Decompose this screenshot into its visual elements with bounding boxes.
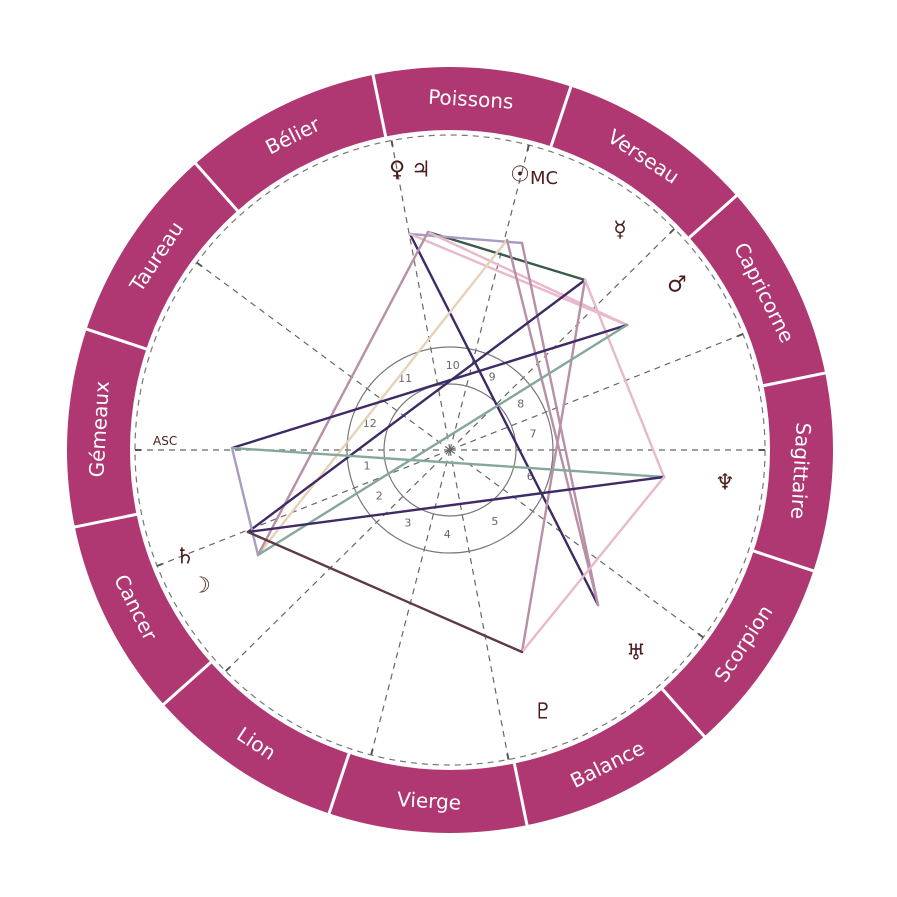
- house-cusp-8: [449, 333, 744, 451]
- cusp-tick: [225, 666, 231, 672]
- sign-divider: [85, 327, 148, 351]
- house-cusp-9: [449, 228, 675, 451]
- venus-icon: ♀: [389, 158, 405, 183]
- house-cusp-12: [196, 262, 451, 451]
- planet-glyphs: ♀ ♃ ☉ ☿ ♂ ♆ ♅ ♇ ♄ ☽: [175, 158, 735, 725]
- aspect-line: [408, 232, 524, 245]
- sign-label-gémeaux: Gémeaux: [84, 380, 114, 478]
- house-number-5: 5: [491, 515, 498, 528]
- sign-divider: [762, 371, 827, 388]
- sign-divider: [327, 752, 351, 815]
- aspect-line: [256, 323, 629, 557]
- aspect-line: [246, 475, 666, 534]
- house-number-8: 8: [517, 397, 524, 410]
- angle-labels: ASC MC: [153, 168, 558, 448]
- aspect-line: [230, 446, 260, 557]
- cusp-tick: [736, 333, 744, 338]
- asc-label: ASC: [153, 434, 177, 448]
- house-number-12: 12: [363, 417, 377, 430]
- aspect-line: [426, 230, 629, 327]
- cusp-tick: [370, 748, 374, 756]
- aspect-line: [256, 230, 430, 557]
- house-number-1: 1: [363, 459, 370, 472]
- house-number-2: 2: [376, 490, 383, 503]
- aspect-line: [426, 230, 587, 282]
- sign-divider: [752, 549, 815, 573]
- mc-label: MC: [530, 168, 558, 189]
- pluto-icon: ♇: [533, 700, 553, 725]
- mercury-icon: ☿: [613, 218, 627, 243]
- house-cusp-11: [390, 140, 451, 451]
- house-cusp-6: [449, 449, 704, 638]
- aspect-line: [583, 278, 666, 479]
- sign-divider: [512, 762, 529, 827]
- sign-label-sagittaire: Sagittaire: [786, 422, 816, 520]
- aspect-lines: [230, 230, 666, 654]
- house-cusp-5: [449, 449, 510, 760]
- jupiter-icon: ♃: [411, 158, 431, 183]
- house-number-10: 10: [446, 359, 460, 372]
- aspect-line: [408, 232, 629, 327]
- sign-divider: [73, 512, 138, 529]
- aspect-line: [505, 238, 600, 607]
- aspect-line: [256, 238, 509, 557]
- saturn-icon: ♄: [175, 545, 195, 570]
- house-number-6: 6: [527, 470, 534, 483]
- house-number-9: 9: [489, 370, 496, 383]
- house-cusp-10: [449, 144, 530, 451]
- moon-icon: ☽: [191, 574, 211, 599]
- cusp-tick: [156, 562, 164, 567]
- cusp-tick: [196, 261, 203, 268]
- sign-label-vierge: Vierge: [397, 787, 462, 815]
- sign-divider: [687, 193, 739, 240]
- aspect-line: [230, 446, 666, 479]
- house-number-4: 4: [444, 528, 451, 541]
- sign-divider: [660, 687, 707, 739]
- cusp-tick: [506, 753, 510, 760]
- cusp-tick: [669, 228, 675, 234]
- house-circle-inner: [383, 383, 517, 517]
- house-cusp-3: [225, 449, 451, 672]
- aspect-line: [520, 475, 666, 654]
- sign-label-poissons: Poissons: [428, 85, 515, 114]
- sun-icon: ☉: [510, 163, 530, 188]
- house-number-7: 7: [530, 428, 537, 441]
- house-number-3: 3: [404, 517, 411, 530]
- aspect-line: [230, 323, 629, 450]
- sign-divider: [193, 161, 240, 213]
- sign-divider: [161, 660, 213, 707]
- cusp-tick: [526, 144, 530, 152]
- neptune-icon: ♆: [715, 471, 735, 496]
- uranus-icon: ♅: [626, 641, 646, 666]
- house-circle-outer: [346, 346, 554, 554]
- aspect-line: [246, 530, 524, 654]
- aspect-line: [246, 278, 587, 534]
- cusp-tick: [697, 632, 704, 639]
- mars-icon: ♂: [667, 273, 687, 298]
- house-cusp-2: [156, 449, 451, 567]
- house-cusp-lines: [134, 134, 766, 766]
- sign-divider: [371, 73, 388, 138]
- sign-divider: [549, 85, 573, 148]
- cusp-tick: [390, 140, 394, 147]
- aspect-line: [408, 232, 600, 607]
